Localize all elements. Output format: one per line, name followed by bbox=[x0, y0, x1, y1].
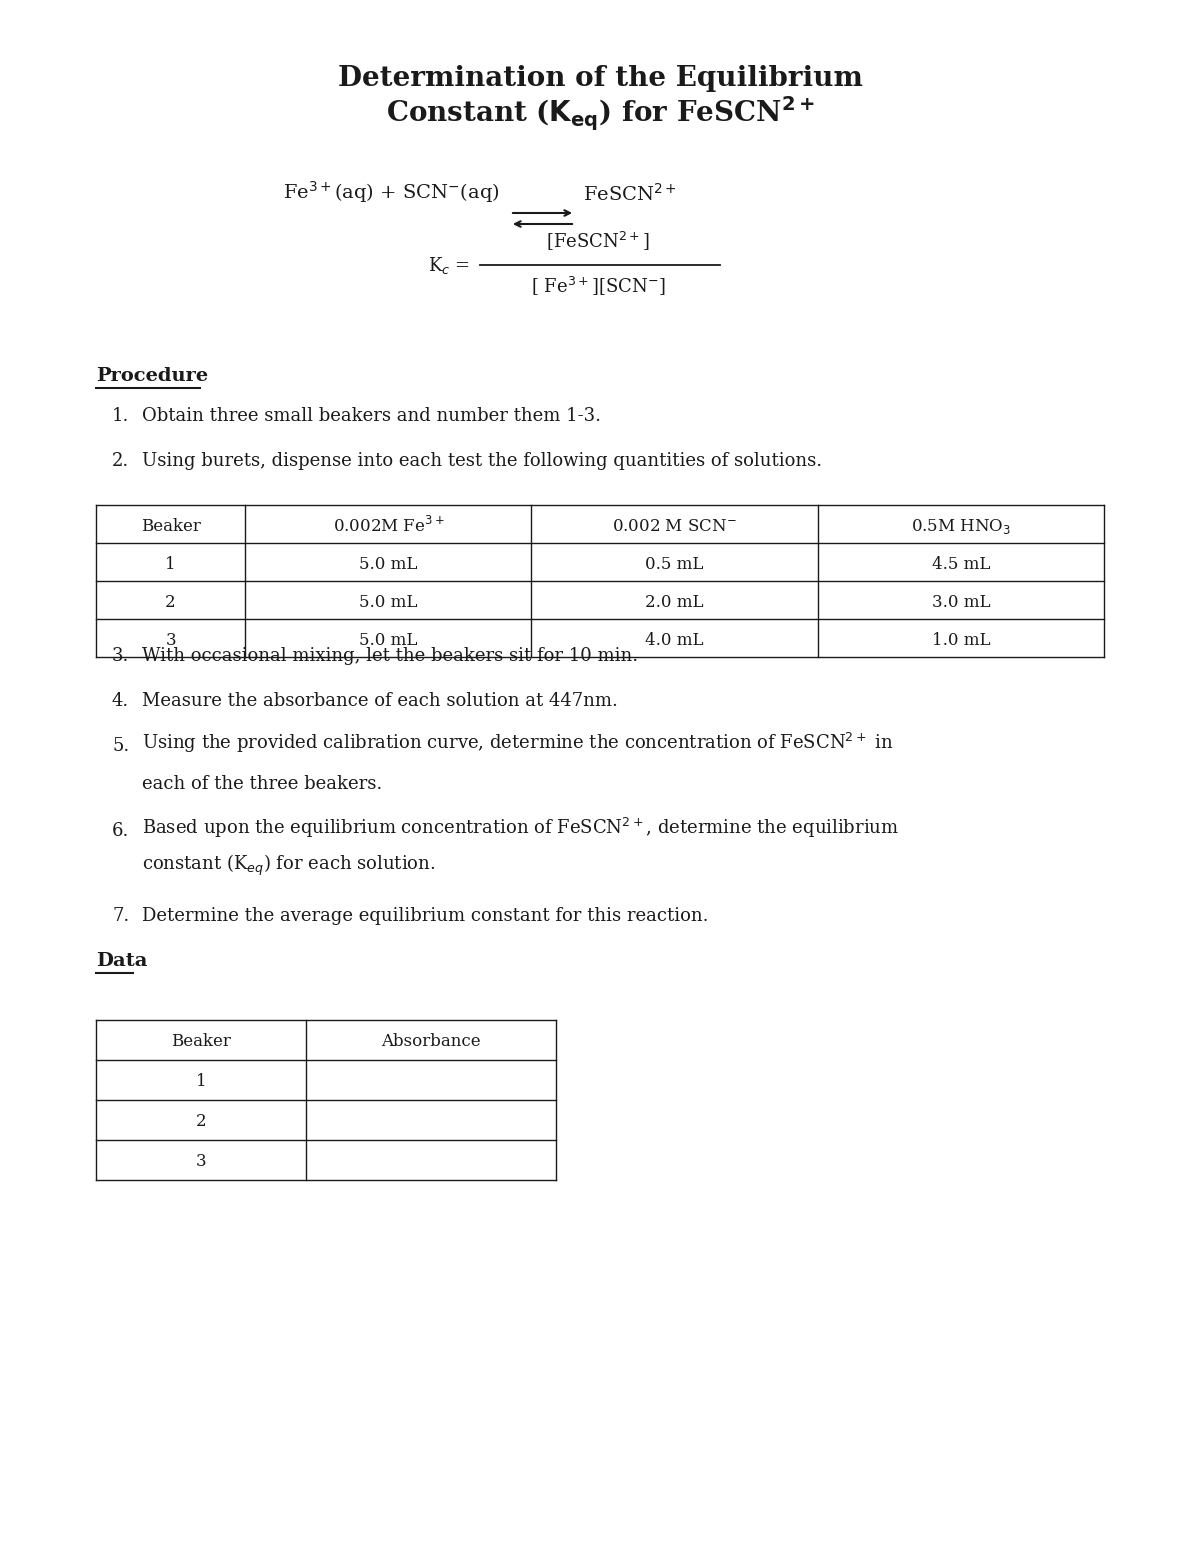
Text: Fe$^{3+}$(aq) + SCN$^{-}$(aq): Fe$^{3+}$(aq) + SCN$^{-}$(aq) bbox=[283, 179, 500, 205]
Text: Obtain three small beakers and number them 1-3.: Obtain three small beakers and number th… bbox=[142, 408, 601, 425]
Text: Using burets, dispense into each test the following quantities of solutions.: Using burets, dispense into each test th… bbox=[142, 451, 822, 470]
Text: Absorbance: Absorbance bbox=[382, 1033, 481, 1050]
Text: Beaker: Beaker bbox=[140, 518, 200, 535]
Text: 4.0 mL: 4.0 mL bbox=[646, 632, 704, 649]
Text: 5.0 mL: 5.0 mL bbox=[359, 555, 418, 573]
Text: each of the three beakers.: each of the three beakers. bbox=[142, 775, 383, 794]
Text: Constant ($\mathbf{K_{eq}}$) for FeSCN$\mathbf{^{2+}}$: Constant ($\mathbf{K_{eq}}$) for FeSCN$\… bbox=[385, 95, 815, 132]
Text: Data: Data bbox=[96, 952, 148, 969]
Text: 2.0 mL: 2.0 mL bbox=[646, 593, 704, 610]
Text: 5.: 5. bbox=[112, 738, 130, 755]
Text: 3: 3 bbox=[196, 1153, 206, 1170]
Text: 1: 1 bbox=[196, 1074, 206, 1091]
Text: 1.0 mL: 1.0 mL bbox=[931, 632, 990, 649]
Text: Beaker: Beaker bbox=[172, 1033, 230, 1050]
Text: 6.: 6. bbox=[112, 822, 130, 840]
Text: Based upon the equilibrium concentration of FeSCN$^{2+}$, determine the equilibr: Based upon the equilibrium concentration… bbox=[142, 815, 899, 840]
Text: Using the provided calibration curve, determine the concentration of FeSCN$^{2+}: Using the provided calibration curve, de… bbox=[142, 731, 894, 755]
Text: 2: 2 bbox=[166, 593, 176, 610]
Text: 1: 1 bbox=[166, 555, 176, 573]
Text: 2: 2 bbox=[196, 1114, 206, 1131]
Text: 3.0 mL: 3.0 mL bbox=[931, 593, 990, 610]
Text: Procedure: Procedure bbox=[96, 367, 208, 384]
Text: [ Fe$^{3+}$][SCN$^{-}$]: [ Fe$^{3+}$][SCN$^{-}$] bbox=[530, 275, 665, 299]
Text: 3: 3 bbox=[166, 632, 176, 649]
Text: 1.: 1. bbox=[112, 408, 130, 425]
Text: 5.0 mL: 5.0 mL bbox=[359, 593, 418, 610]
Text: 7.: 7. bbox=[112, 907, 130, 924]
Text: K$_c$ =: K$_c$ = bbox=[428, 255, 470, 275]
Text: 4.5 mL: 4.5 mL bbox=[931, 555, 990, 573]
Text: 2.: 2. bbox=[112, 451, 130, 470]
Text: 0.002 M SCN$^{-}$: 0.002 M SCN$^{-}$ bbox=[612, 518, 737, 535]
Text: Measure the absorbance of each solution at 447nm.: Measure the absorbance of each solution … bbox=[142, 692, 618, 710]
Text: 3.: 3. bbox=[112, 647, 130, 664]
Text: constant (K$_{eq}$) for each solution.: constant (K$_{eq}$) for each solution. bbox=[142, 853, 436, 878]
Text: [FeSCN$^{2+}$]: [FeSCN$^{2+}$] bbox=[546, 230, 649, 254]
Text: 0.002M Fe$^{3+}$: 0.002M Fe$^{3+}$ bbox=[332, 517, 444, 537]
Text: 0.5M HNO$_3$: 0.5M HNO$_3$ bbox=[911, 517, 1010, 535]
Text: With occasional mixing, let the beakers sit for 10 min.: With occasional mixing, let the beakers … bbox=[142, 647, 638, 664]
Text: FeSCN$^{2+}$: FeSCN$^{2+}$ bbox=[583, 184, 677, 205]
Text: 4.: 4. bbox=[112, 692, 130, 710]
Text: Determine the average equilibrium constant for this reaction.: Determine the average equilibrium consta… bbox=[142, 907, 708, 924]
Text: 5.0 mL: 5.0 mL bbox=[359, 632, 418, 649]
Text: Determination of the Equilibrium: Determination of the Equilibrium bbox=[337, 65, 863, 92]
Text: 0.5 mL: 0.5 mL bbox=[646, 555, 703, 573]
